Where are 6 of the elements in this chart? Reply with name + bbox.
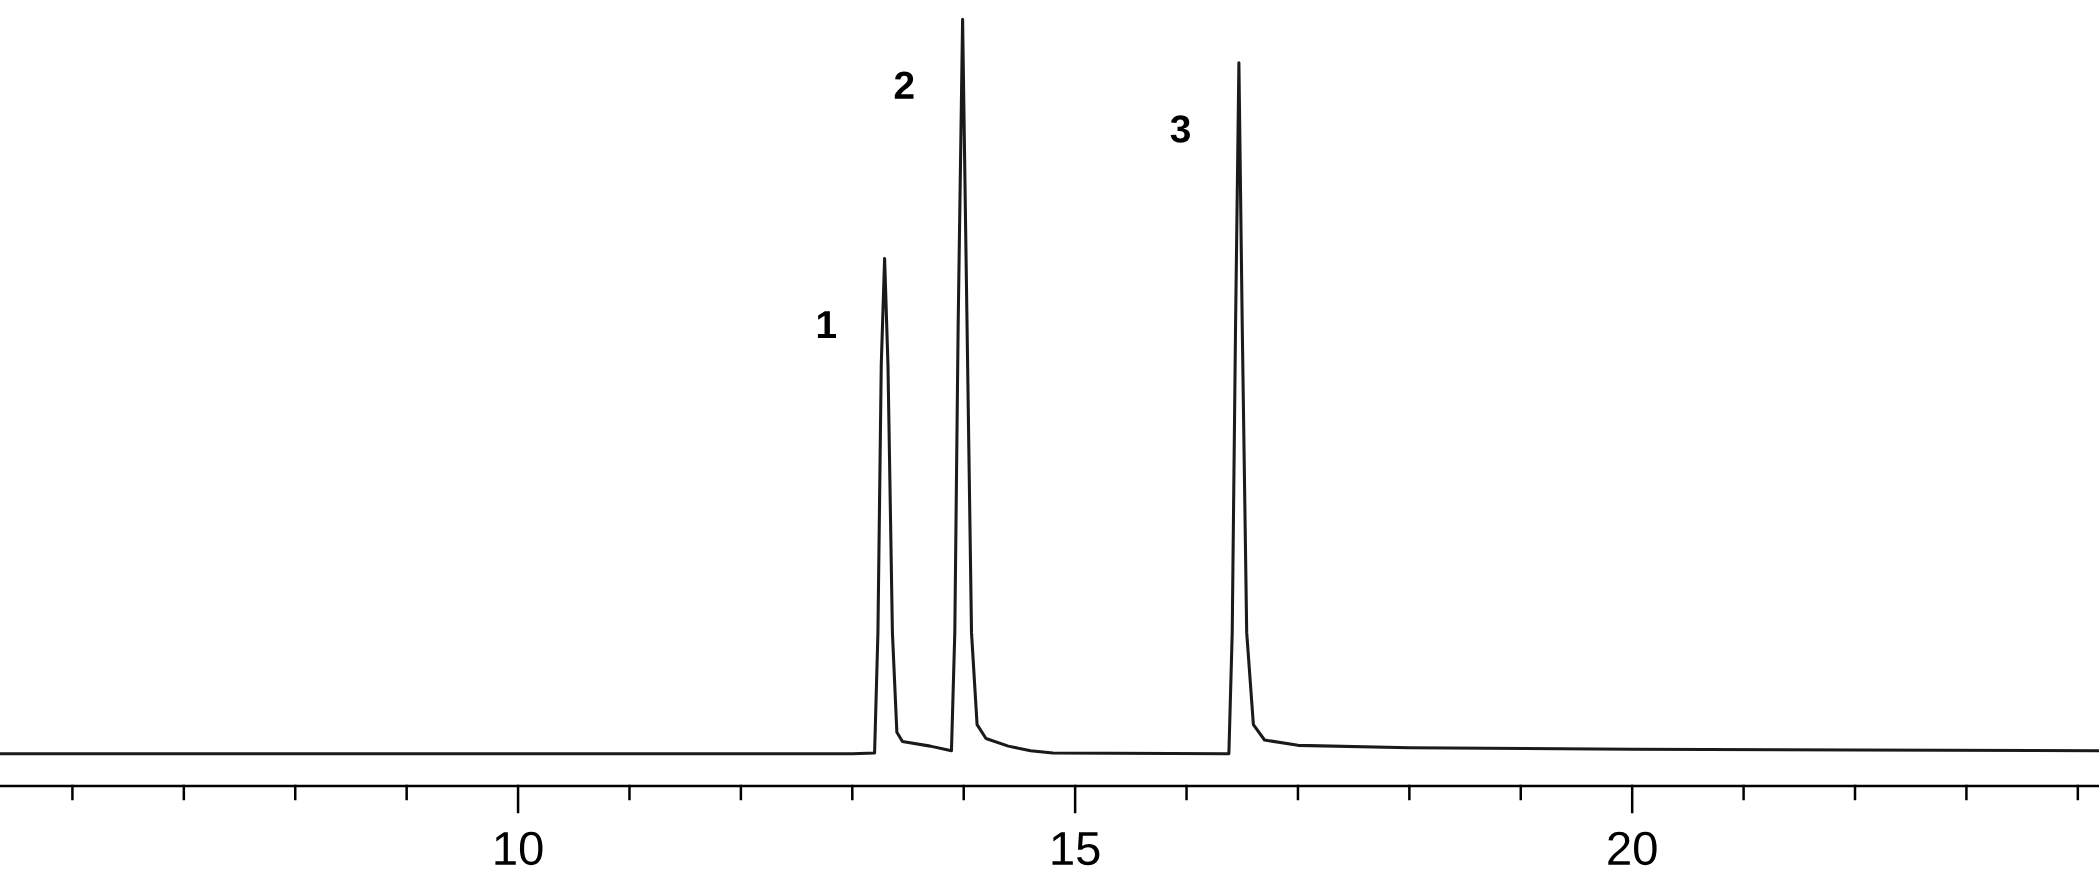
annotation: 1 xyxy=(817,311,837,338)
annotation: 2 xyxy=(894,71,914,99)
x-tick-label: 15 xyxy=(1052,832,1100,866)
annotation: 3 xyxy=(1170,115,1190,143)
x-tick-label: 10 xyxy=(495,831,543,866)
x-tick-label: 20 xyxy=(1608,831,1657,866)
